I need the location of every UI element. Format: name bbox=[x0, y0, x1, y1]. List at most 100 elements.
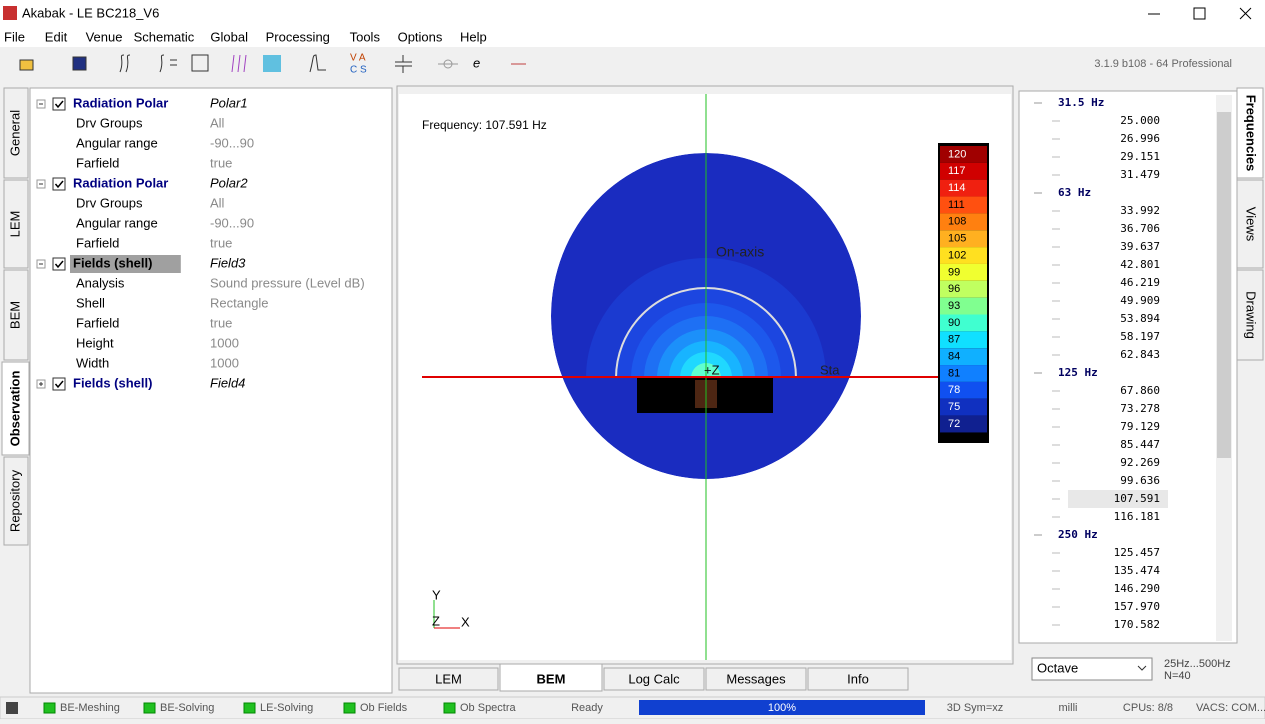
tool-icon[interactable] bbox=[309, 54, 326, 73]
view-tab-label[interactable]: Log Calc bbox=[628, 671, 680, 686]
tree-item-label[interactable]: Fields (shell) bbox=[73, 255, 152, 270]
frequency-group[interactable]: 125 Hz bbox=[1058, 366, 1098, 379]
scale-label: 78 bbox=[948, 384, 960, 396]
tree-item-label[interactable]: Radiation Polar bbox=[73, 175, 168, 190]
menu-item[interactable]: Tools bbox=[350, 29, 381, 44]
tool-icon[interactable] bbox=[191, 54, 209, 72]
frequency-value[interactable]: 33.992 bbox=[1120, 204, 1160, 217]
frequency-value[interactable]: 99.636 bbox=[1120, 474, 1160, 487]
scroll-thumb[interactable] bbox=[1217, 112, 1231, 458]
frequency-value[interactable]: 42.801 bbox=[1120, 258, 1160, 271]
frequency-value[interactable]: 49.909 bbox=[1120, 294, 1160, 307]
frequency-value[interactable]: 31.479 bbox=[1120, 168, 1160, 181]
frequency-value[interactable]: 85.447 bbox=[1120, 438, 1160, 451]
color-icon[interactable] bbox=[263, 55, 281, 72]
side-tab[interactable] bbox=[3, 179, 29, 269]
frequency-value[interactable]: 29.151 bbox=[1120, 150, 1160, 163]
frequency-value[interactable]: 25.000 bbox=[1120, 114, 1160, 127]
menu-item[interactable]: Edit bbox=[45, 29, 68, 44]
side-tab-label[interactable]: Views bbox=[1244, 207, 1259, 242]
side-tab[interactable] bbox=[1236, 179, 1264, 269]
side-tab[interactable] bbox=[1236, 269, 1264, 361]
select-arrow[interactable] bbox=[1137, 665, 1147, 671]
checkmark[interactable] bbox=[54, 380, 64, 389]
frequency-value[interactable]: 36.706 bbox=[1120, 222, 1160, 235]
side-tab[interactable] bbox=[3, 269, 29, 361]
property-name: Farfield bbox=[76, 235, 119, 250]
frequency-group[interactable]: 63 Hz bbox=[1058, 186, 1091, 199]
save-icon[interactable] bbox=[72, 56, 87, 71]
side-tab[interactable] bbox=[3, 87, 29, 179]
side-tab-label[interactable]: Frequencies bbox=[1244, 95, 1259, 172]
checkmark[interactable] bbox=[54, 180, 64, 189]
mode-select-value[interactable]: Octave bbox=[1037, 660, 1078, 675]
checkbox[interactable] bbox=[52, 177, 66, 191]
frequency-group[interactable]: 250 Hz bbox=[1058, 528, 1098, 541]
frequency-value[interactable]: 53.894 bbox=[1120, 312, 1160, 325]
view-tab-label[interactable]: Messages bbox=[726, 671, 786, 686]
frequency-value[interactable]: 73.278 bbox=[1120, 402, 1160, 415]
view-tab-label[interactable]: BEM bbox=[537, 671, 566, 686]
side-tab-label[interactable]: Observation bbox=[7, 371, 22, 447]
side-tab[interactable] bbox=[3, 456, 29, 546]
frequency-value[interactable]: 39.637 bbox=[1120, 240, 1160, 253]
tool-icon[interactable] bbox=[159, 54, 177, 73]
menu-item[interactable]: Help bbox=[460, 29, 487, 44]
frequency-value[interactable]: 62.843 bbox=[1120, 348, 1160, 361]
frequency-value[interactable]: 58.197 bbox=[1120, 330, 1160, 343]
side-tab-label[interactable]: BEM bbox=[7, 301, 22, 329]
side-tab-label[interactable]: General bbox=[7, 110, 22, 156]
frequency-value[interactable]: 116.181 bbox=[1114, 510, 1160, 523]
tool-icon[interactable] bbox=[119, 54, 131, 73]
tool-icon[interactable]: C S bbox=[350, 65, 367, 76]
checkbox[interactable] bbox=[52, 97, 66, 111]
view-tab[interactable] bbox=[499, 663, 603, 692]
view-tab[interactable] bbox=[603, 667, 705, 691]
tool-icon[interactable]: e bbox=[473, 55, 480, 70]
view-tab[interactable] bbox=[705, 667, 807, 691]
tool-icon[interactable]: V A bbox=[350, 53, 366, 64]
side-tab[interactable] bbox=[1236, 87, 1264, 179]
frequency-value[interactable]: 125.457 bbox=[1114, 546, 1160, 559]
mode-select[interactable] bbox=[1031, 657, 1153, 681]
frequency-value[interactable]: 157.970 bbox=[1114, 600, 1160, 613]
open-icon[interactable] bbox=[19, 59, 34, 71]
frequency-value[interactable]: 146.290 bbox=[1114, 582, 1160, 595]
menu-item[interactable]: Options bbox=[398, 29, 443, 44]
checkbox[interactable] bbox=[52, 257, 66, 271]
frequency-value[interactable]: 170.582 bbox=[1114, 618, 1160, 631]
menu-item[interactable]: Schematic bbox=[134, 29, 195, 44]
view-tab-label[interactable]: Info bbox=[847, 671, 869, 686]
frequency-value[interactable]: 107.591 bbox=[1114, 492, 1160, 505]
checkmark[interactable] bbox=[54, 260, 64, 269]
frequency-group[interactable]: 31.5 Hz bbox=[1058, 96, 1104, 109]
checkmark[interactable] bbox=[54, 100, 64, 109]
checkbox[interactable] bbox=[52, 377, 66, 391]
view-tab[interactable] bbox=[807, 667, 909, 691]
frequency-value[interactable]: 135.474 bbox=[1114, 564, 1161, 577]
frequency-value[interactable]: 92.269 bbox=[1120, 456, 1160, 469]
tree-item-label[interactable]: Radiation Polar bbox=[73, 95, 168, 110]
frequency-value[interactable]: 26.996 bbox=[1120, 132, 1160, 145]
close[interactable] bbox=[1239, 7, 1252, 20]
tool-icon[interactable] bbox=[443, 59, 453, 69]
view-tab-label[interactable]: LEM bbox=[435, 671, 462, 686]
menu-item[interactable]: File bbox=[4, 29, 25, 44]
menu-item[interactable]: Global bbox=[210, 29, 248, 44]
frequency-value[interactable]: 79.129 bbox=[1120, 420, 1160, 433]
status-led bbox=[443, 702, 456, 714]
side-tab-label[interactable]: LEM bbox=[7, 211, 22, 238]
side-tab-label[interactable]: Repository bbox=[7, 469, 22, 532]
menu-item[interactable]: Processing bbox=[266, 29, 330, 44]
scale-swatch bbox=[940, 196, 987, 214]
maximize[interactable] bbox=[1193, 7, 1206, 20]
view-tab[interactable] bbox=[398, 667, 499, 691]
frequency-value[interactable]: 67.860 bbox=[1120, 384, 1160, 397]
menu-item[interactable]: Venue bbox=[86, 29, 123, 44]
tool-icon[interactable] bbox=[231, 54, 247, 73]
side-tab[interactable] bbox=[1, 361, 30, 456]
tool-icon[interactable] bbox=[395, 55, 412, 73]
frequency-value[interactable]: 46.219 bbox=[1120, 276, 1160, 289]
tree-item-label[interactable]: Fields (shell) bbox=[73, 375, 152, 390]
side-tab-label[interactable]: Drawing bbox=[1244, 291, 1259, 339]
